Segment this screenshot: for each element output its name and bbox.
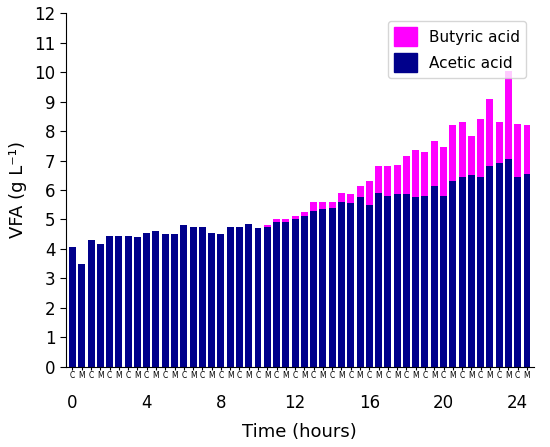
Bar — [282, 222, 289, 367]
Bar — [69, 247, 76, 367]
Bar — [310, 202, 317, 211]
Bar — [255, 228, 261, 367]
Bar — [125, 236, 131, 367]
Bar — [347, 194, 354, 203]
Bar — [486, 166, 493, 367]
Bar — [310, 211, 317, 367]
Bar — [282, 219, 289, 222]
Bar — [375, 166, 382, 193]
Bar — [273, 222, 280, 367]
Bar — [217, 234, 224, 367]
Bar — [264, 225, 271, 227]
Bar — [505, 159, 512, 367]
Bar — [292, 216, 299, 219]
Bar — [449, 125, 456, 181]
Bar — [264, 227, 271, 367]
Legend: Butyric acid, Acetic acid: Butyric acid, Acetic acid — [388, 21, 526, 78]
Bar — [384, 166, 392, 196]
Bar — [171, 234, 178, 367]
Bar — [514, 124, 521, 177]
Bar — [477, 177, 484, 367]
Bar — [431, 141, 438, 186]
Bar — [394, 194, 400, 367]
Bar — [347, 203, 354, 367]
Bar — [97, 245, 104, 367]
Bar — [459, 122, 465, 177]
Bar — [236, 227, 243, 367]
Bar — [320, 209, 326, 367]
Bar — [320, 202, 326, 209]
Bar — [394, 165, 400, 194]
Bar — [375, 193, 382, 367]
Bar — [403, 156, 410, 194]
Bar — [477, 119, 484, 177]
Bar — [412, 197, 419, 367]
Bar — [190, 227, 196, 367]
Bar — [449, 181, 456, 367]
Bar — [440, 148, 447, 196]
Bar — [208, 232, 215, 367]
Bar — [421, 152, 428, 196]
Bar — [496, 164, 503, 367]
Bar — [505, 71, 512, 159]
Bar — [459, 177, 465, 367]
Bar — [134, 237, 141, 367]
Bar — [338, 202, 345, 367]
Bar — [143, 232, 150, 367]
Bar — [468, 175, 475, 367]
Bar — [421, 196, 428, 367]
Bar — [366, 181, 373, 205]
Bar — [78, 264, 85, 367]
Bar — [514, 177, 521, 367]
Bar — [431, 186, 438, 367]
Bar — [162, 234, 169, 367]
Bar — [468, 135, 475, 175]
Bar — [329, 207, 336, 367]
Y-axis label: VFA (g L⁻¹): VFA (g L⁻¹) — [9, 141, 28, 239]
Bar — [116, 236, 122, 367]
Bar — [199, 227, 206, 367]
Bar — [338, 193, 345, 202]
Bar — [301, 216, 308, 367]
Bar — [301, 212, 308, 216]
Bar — [273, 219, 280, 222]
Bar — [403, 194, 410, 367]
Bar — [227, 227, 234, 367]
Bar — [412, 150, 419, 197]
Bar — [245, 224, 252, 367]
Bar — [366, 205, 373, 367]
Bar — [496, 122, 503, 164]
Bar — [440, 196, 447, 367]
X-axis label: Time (hours): Time (hours) — [243, 423, 357, 442]
Bar — [356, 197, 364, 367]
Bar — [524, 125, 531, 174]
Bar — [180, 225, 188, 367]
Bar — [106, 236, 113, 367]
Bar — [356, 186, 364, 197]
Bar — [329, 202, 336, 207]
Bar — [524, 174, 531, 367]
Bar — [87, 240, 95, 367]
Bar — [152, 231, 160, 367]
Bar — [384, 196, 392, 367]
Bar — [292, 219, 299, 367]
Bar — [486, 99, 493, 166]
